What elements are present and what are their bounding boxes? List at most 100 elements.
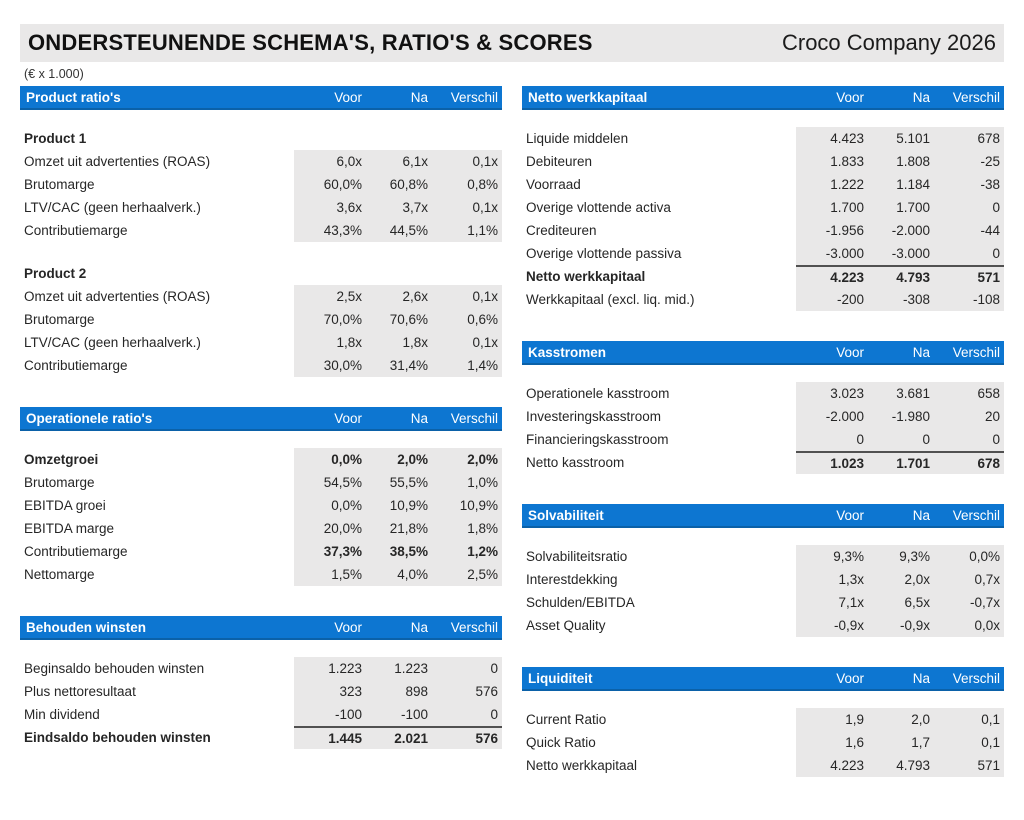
row-label: Contributiemarge <box>24 358 128 373</box>
value-voor: 4.223 <box>830 758 864 773</box>
value-verschil: 678 <box>977 131 1000 146</box>
value-verschil: 576 <box>475 731 498 746</box>
section-title: Product ratio's <box>26 89 121 105</box>
value-verschil: 0 <box>490 707 498 722</box>
value-voor: 1,6 <box>845 735 864 750</box>
table-row: Overige vlottende activa 1.700 1.700 0 <box>522 196 1004 219</box>
column-header-na: Na <box>410 410 428 426</box>
table-row: Contributiemarge 30,0% 31,4% 1,4% <box>20 354 502 377</box>
subheading-row: Product 1 <box>20 127 502 150</box>
table-row: Brutomarge 54,5% 55,5% 1,0% <box>20 471 502 494</box>
row-label: Investeringskasstroom <box>526 409 662 424</box>
value-verschil: 571 <box>977 270 1000 285</box>
value-na: 1.700 <box>896 200 930 215</box>
value-voor: 1.445 <box>328 731 362 746</box>
row-label: Omzetgroei <box>24 452 99 467</box>
column-header-voor: Voor <box>836 670 864 686</box>
row-block: Liquide middelen 4.423 5.101 678 Debiteuren 1… <box>522 127 1004 311</box>
value-verschil: -108 <box>972 292 1000 307</box>
row-values: 1.833 1.808 -25 <box>796 150 1004 173</box>
columns-wrapper: Product ratio's Voor Na Verschil Product 1 Om… <box>20 86 1004 807</box>
value-voor: 1,5% <box>331 567 362 582</box>
value-na: -1.980 <box>891 409 930 424</box>
value-na: 1.223 <box>394 661 428 676</box>
value-verschil: 0 <box>992 432 1000 447</box>
section-title: Kasstromen <box>528 344 607 360</box>
table-row: EBITDA marge 20,0% 21,8% 1,8% <box>20 517 502 540</box>
value-verschil: 0,6% <box>467 312 498 327</box>
row-block: Beginsaldo behouden winsten 1.223 1.223 0 Pl… <box>20 657 502 749</box>
value-verschil: 0,1x <box>472 154 498 169</box>
row-label: Overige vlottende passiva <box>526 246 682 261</box>
value-na: 60,8% <box>389 177 428 192</box>
row-block: Operationele kasstroom 3.023 3.681 658 Inves… <box>522 382 1004 474</box>
table-row: Debiteuren 1.833 1.808 -25 <box>522 150 1004 173</box>
value-verschil: 0,1 <box>981 735 1000 750</box>
row-label: Brutomarge <box>24 475 95 490</box>
value-voor: -1.956 <box>825 223 864 238</box>
value-verschil: 20 <box>984 409 1000 424</box>
value-verschil: 0,1x <box>472 335 498 350</box>
value-na: -308 <box>902 292 930 307</box>
column-header-verschil: Verschil <box>952 670 1000 686</box>
report-page: ONDERSTEUNENDE SCHEMA'S, RATIO'S & SCORE… <box>0 24 1024 807</box>
column-header-na: Na <box>912 89 930 105</box>
table-row: Current Ratio 1,9 2,0 0,1 <box>522 708 1004 731</box>
value-na: 1.701 <box>896 456 930 471</box>
subheading-label: Product 2 <box>24 266 87 281</box>
row-label: Liquide middelen <box>526 131 629 146</box>
value-verschil: 1,4% <box>467 358 498 373</box>
column-header-voor: Voor <box>334 410 362 426</box>
row-label: Min dividend <box>24 707 100 722</box>
table-row: Schulden/EBITDA 7,1x 6,5x -0,7x <box>522 591 1004 614</box>
value-na: 2,6x <box>402 289 428 304</box>
row-block: Product 1 Omzet uit advertenties (ROAS) 6,… <box>20 127 502 242</box>
row-values: 323 898 576 <box>294 680 502 703</box>
table-row: Financieringskasstroom 0 0 0 <box>522 428 1004 451</box>
row-label: Brutomarge <box>24 312 95 327</box>
value-na: 6,1x <box>402 154 428 169</box>
row-label: Financieringskasstroom <box>526 432 669 447</box>
row-label: Contributiemarge <box>24 223 128 238</box>
row-values: 3,6x 3,7x 0,1x <box>294 196 502 219</box>
table-row: Brutomarge 70,0% 70,6% 0,6% <box>20 308 502 331</box>
row-values: 4.223 4.793 571 <box>796 754 1004 777</box>
value-voor: 30,0% <box>323 358 362 373</box>
value-voor: 70,0% <box>323 312 362 327</box>
row-label: Beginsaldo behouden winsten <box>24 661 205 676</box>
row-values: 43,3% 44,5% 1,1% <box>294 219 502 242</box>
subheading-row: Product 2 <box>20 262 502 285</box>
row-values: 20,0% 21,8% 1,8% <box>294 517 502 540</box>
value-voor: 1,9 <box>845 712 864 727</box>
row-label: Eindsaldo behouden winsten <box>24 730 211 745</box>
value-na: 10,9% <box>389 498 428 513</box>
value-voor: 9,3% <box>833 549 864 564</box>
row-values: 1,6 1,7 0,1 <box>796 731 1004 754</box>
value-voor: 1.700 <box>830 200 864 215</box>
table-row: Netto kasstroom 1.023 1.701 678 <box>522 451 1004 474</box>
value-voor: 1.833 <box>830 154 864 169</box>
row-values: 1.223 1.223 0 <box>294 657 502 680</box>
row-label: Operationele kasstroom <box>526 386 670 401</box>
value-voor: 1.023 <box>830 456 864 471</box>
value-voor: 323 <box>339 684 362 699</box>
value-verschil: 1,0% <box>467 475 498 490</box>
row-label: Interestdekking <box>526 572 618 587</box>
row-values: 1.222 1.184 -38 <box>796 173 1004 196</box>
row-label: Omzet uit advertenties (ROAS) <box>24 154 211 169</box>
table-row: Eindsaldo behouden winsten 1.445 2.021 576 <box>20 726 502 749</box>
table-row: Beginsaldo behouden winsten 1.223 1.223 0 <box>20 657 502 680</box>
value-na: 1,7 <box>911 735 930 750</box>
row-label: Netto kasstroom <box>526 455 625 470</box>
value-voor: 1.222 <box>830 177 864 192</box>
column-header-na: Na <box>912 507 930 523</box>
table-row: Interestdekking 1,3x 2,0x 0,7x <box>522 568 1004 591</box>
value-verschil: 0,0% <box>969 549 1000 564</box>
value-voor: 0,0% <box>331 498 362 513</box>
table-row: Liquide middelen 4.423 5.101 678 <box>522 127 1004 150</box>
page-title: ONDERSTEUNENDE SCHEMA'S, RATIO'S & SCORE… <box>28 30 593 55</box>
value-na: 6,5x <box>904 595 930 610</box>
units-note: (€ x 1.000) <box>24 67 84 81</box>
value-na: 2.021 <box>394 731 428 746</box>
table-row: Netto werkkapitaal 4.223 4.793 571 <box>522 754 1004 777</box>
